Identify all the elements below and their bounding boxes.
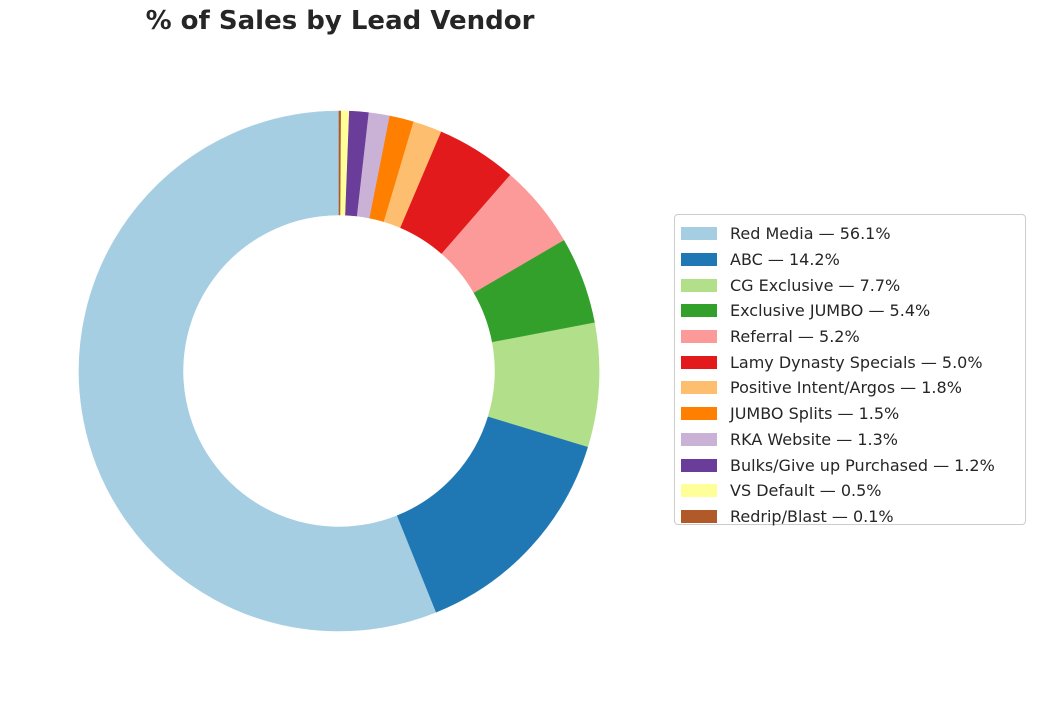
legend: Red Media — 56.1% ABC — 14.2% CG Exclusive… [674, 214, 1026, 526]
legend-swatch [681, 278, 717, 292]
legend-label: ABC — 14.2% [730, 250, 840, 270]
legend-label: VS Default — 0.5% [730, 481, 882, 501]
donut-slice-redrip-blast [338, 110, 341, 216]
legend-label: JUMBO Splits — 1.5% [730, 404, 900, 424]
legend-label: Redrip/Blast — 0.1% [730, 506, 894, 526]
donut-slice-red-media [78, 110, 437, 632]
legend-item: ABC — 14.2% [675, 247, 1025, 273]
legend-item: Lamy Dynasty Specials — 5.0% [675, 349, 1025, 375]
donut-slices [78, 110, 600, 632]
legend-label: Exclusive JUMBO — 5.4% [730, 301, 931, 321]
legend-item: Referral — 5.2% [675, 324, 1025, 350]
legend-label: Positive Intent/Argos — 1.8% [730, 378, 962, 398]
legend-items: Red Media — 56.1% ABC — 14.2% CG Exclusive… [675, 221, 1025, 529]
legend-swatch [681, 458, 717, 472]
legend-item: CG Exclusive — 7.7% [675, 272, 1025, 298]
legend-label: Red Media — 56.1% [730, 224, 891, 244]
legend-item: VS Default — 0.5% [675, 478, 1025, 504]
legend-item: RKA Website — 1.3% [675, 427, 1025, 453]
legend-swatch [681, 304, 717, 318]
legend-label: Lamy Dynasty Specials — 5.0% [730, 352, 983, 372]
legend-swatch [681, 355, 717, 369]
legend-item: Positive Intent/Argos — 1.8% [675, 375, 1025, 401]
legend-swatch [681, 253, 717, 267]
legend-item: Bulks/Give up Purchased — 1.2% [675, 452, 1025, 478]
legend-swatch [681, 432, 717, 446]
chart-title: % of Sales by Lead Vendor [145, 6, 535, 36]
legend-item: Redrip/Blast — 0.1% [675, 504, 1025, 530]
donut-slice-abc [396, 416, 589, 613]
legend-swatch [681, 227, 717, 241]
legend-item: Exclusive JUMBO — 5.4% [675, 298, 1025, 324]
legend-item: Red Media — 56.1% [675, 221, 1025, 247]
legend-swatch [681, 509, 717, 523]
legend-label: RKA Website — 1.3% [730, 429, 898, 449]
legend-swatch [681, 407, 717, 421]
legend-label: CG Exclusive — 7.7% [730, 275, 901, 295]
legend-swatch [681, 484, 717, 498]
legend-swatch [681, 330, 717, 344]
legend-swatch [681, 381, 717, 395]
legend-item: JUMBO Splits — 1.5% [675, 401, 1025, 427]
legend-label: Bulks/Give up Purchased — 1.2% [730, 455, 995, 475]
legend-label: Referral — 5.2% [730, 327, 860, 347]
donut-chart [78, 110, 600, 632]
